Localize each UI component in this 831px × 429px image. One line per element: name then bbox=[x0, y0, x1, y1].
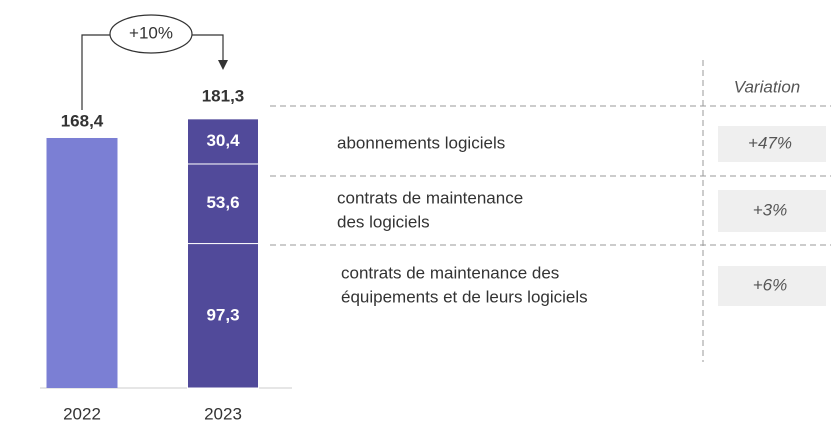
annotation: +10% bbox=[129, 23, 173, 42]
value-label: 97,3 bbox=[206, 305, 239, 324]
bar bbox=[187, 163, 259, 245]
row-label: abonnements logiciels bbox=[337, 133, 505, 152]
annotation-oval bbox=[109, 14, 193, 54]
x-tick-label: 2022 bbox=[63, 404, 101, 423]
x-tick-label: 2023 bbox=[204, 404, 242, 423]
table-header: Variation bbox=[734, 77, 800, 96]
value-label: 168,4 bbox=[61, 111, 104, 130]
bar bbox=[46, 137, 118, 388]
bar bbox=[187, 118, 259, 165]
variation-box bbox=[718, 266, 826, 306]
value-label: 30,4 bbox=[206, 131, 240, 150]
bar bbox=[187, 243, 259, 389]
row-label: contrats de maintenance bbox=[337, 188, 523, 207]
variation: +6% bbox=[753, 275, 788, 294]
row-label: contrats de maintenance des bbox=[341, 263, 559, 282]
value-label: 53,6 bbox=[206, 193, 239, 212]
bracket bbox=[81, 34, 110, 110]
total-label: 181,3 bbox=[202, 86, 245, 105]
variation: +47% bbox=[748, 133, 792, 152]
row-label: des logiciels bbox=[337, 212, 430, 231]
variation: +3% bbox=[753, 200, 788, 219]
row-label: équipements et de leurs logiciels bbox=[341, 287, 588, 306]
arrow-head bbox=[218, 60, 228, 70]
variation-box bbox=[718, 190, 826, 232]
bracket bbox=[192, 34, 224, 62]
variation-box bbox=[718, 126, 826, 162]
